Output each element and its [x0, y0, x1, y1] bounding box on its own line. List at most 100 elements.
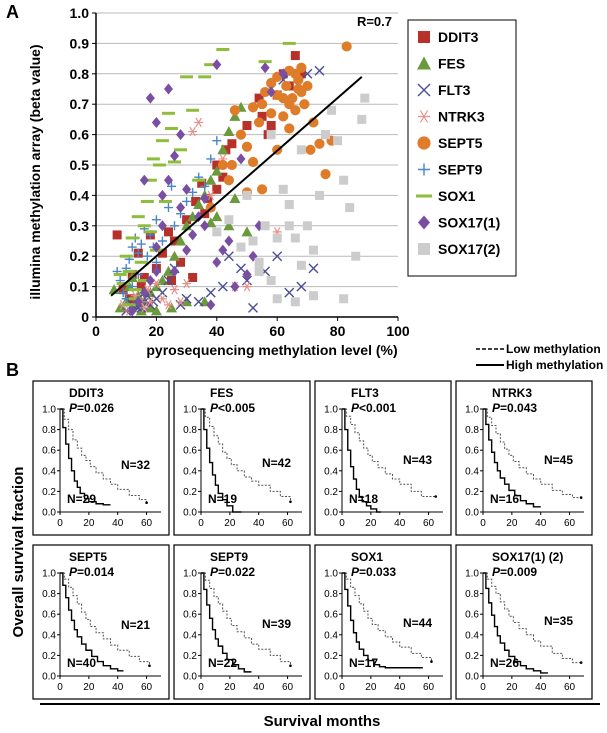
data-point [127, 242, 137, 252]
data-point [227, 139, 237, 149]
data-point [211, 165, 223, 176]
km-n-low: N=45 [544, 453, 573, 467]
km-y-tick-label: 0.8 [183, 425, 197, 436]
x-tick-label: 40 [209, 323, 225, 339]
data-point [278, 111, 289, 122]
km-x-tick-label: 0 [339, 518, 345, 529]
km-n-low: N=21 [121, 618, 150, 632]
km-p-number: =0.033 [359, 565, 396, 579]
km-y-tick-label: 0.2 [465, 651, 479, 662]
km-x-tick-label: 40 [394, 518, 406, 529]
km-x-tick-label: 40 [535, 682, 547, 693]
km-panel-frame [455, 380, 593, 536]
data-point [127, 305, 137, 317]
data-point [182, 244, 192, 256]
legend-marker [418, 243, 430, 255]
km-gene-label: SEPT9 [210, 550, 248, 564]
legend-label: SEPT9 [438, 162, 483, 178]
km-p-value: P<0.001 [351, 401, 396, 415]
y-tick-label: 0.5 [70, 157, 90, 173]
km-y-tick-label: 0.6 [183, 446, 197, 457]
km-p-symbol: P [210, 565, 219, 579]
data-point [163, 275, 174, 286]
data-point [248, 302, 259, 313]
data-point [253, 117, 265, 128]
scatter-x-label: pyrosequencing methylation level (%) [146, 342, 397, 358]
data-point [226, 159, 237, 171]
km-n-low: N=32 [121, 458, 150, 472]
km-n-high: N=19 [208, 492, 237, 506]
km-p-value: P=0.033 [351, 565, 396, 579]
data-point [156, 275, 168, 286]
km-low-curve [60, 408, 148, 503]
km-y-tick-label: 0.0 [42, 508, 56, 519]
data-point [118, 288, 128, 298]
km-p-symbol: P [492, 401, 501, 415]
data-point [308, 245, 318, 255]
km-censor-mark [579, 661, 583, 664]
data-point [191, 196, 201, 206]
km-low-curve [342, 572, 432, 662]
data-point [302, 80, 313, 92]
km-p-value: P=0.026 [69, 401, 114, 415]
data-point [170, 265, 180, 277]
km-p-number: =0.014 [77, 565, 114, 579]
km-x-tick-label: 60 [282, 682, 294, 693]
km-x-tick-label: 60 [282, 518, 294, 529]
data-point [296, 281, 307, 292]
data-point [290, 105, 301, 116]
km-panel-frame [32, 544, 170, 700]
data-point [224, 235, 234, 247]
km-y-tick-label: 0.4 [324, 630, 338, 641]
km-y-tick-label: 0.6 [324, 610, 338, 621]
km-y-tick-label: 0.6 [42, 610, 56, 621]
data-point [299, 99, 310, 110]
km-x-tick-label: 0 [480, 682, 486, 693]
km-gene-label: FES [210, 386, 233, 400]
km-y-tick-label: 0.2 [183, 487, 197, 498]
data-point [235, 129, 247, 140]
data-point [284, 221, 294, 231]
data-point [136, 282, 146, 292]
data-point [241, 141, 253, 152]
data-point [296, 69, 306, 79]
data-point [217, 281, 228, 292]
data-point [205, 287, 216, 298]
data-point [145, 296, 155, 307]
km-p-number: <0.005 [218, 401, 255, 415]
km-x-tick-label: 60 [423, 518, 435, 529]
km-y-tick-label: 0.0 [324, 508, 338, 519]
km-y-tick-label: 1.0 [324, 569, 338, 580]
km-y-tick-label: 0.4 [324, 466, 338, 477]
data-point [229, 105, 241, 116]
data-point [242, 120, 252, 130]
data-point [175, 235, 187, 246]
data-point [205, 174, 217, 185]
data-point [257, 184, 268, 195]
km-y-tick-label: 0.8 [465, 425, 479, 436]
series-sox17-2- [212, 93, 370, 307]
data-point [139, 272, 149, 282]
data-point [266, 130, 276, 140]
y-tick-label: 1.0 [70, 5, 90, 21]
data-point [139, 287, 149, 299]
data-point [272, 251, 283, 262]
data-point [114, 302, 126, 313]
data-point [200, 220, 210, 232]
data-point [176, 296, 186, 307]
data-point [321, 130, 331, 140]
km-y-tick-label: 0.0 [42, 672, 56, 683]
data-point [235, 263, 246, 274]
data-point [242, 281, 252, 292]
data-point [247, 102, 259, 113]
legend-label: FLT3 [438, 82, 471, 98]
data-point [157, 220, 167, 232]
data-point [296, 145, 306, 155]
y-tick-label: 0.1 [70, 279, 90, 295]
data-point [163, 227, 173, 237]
data-point [290, 233, 300, 243]
data-point [133, 248, 143, 258]
